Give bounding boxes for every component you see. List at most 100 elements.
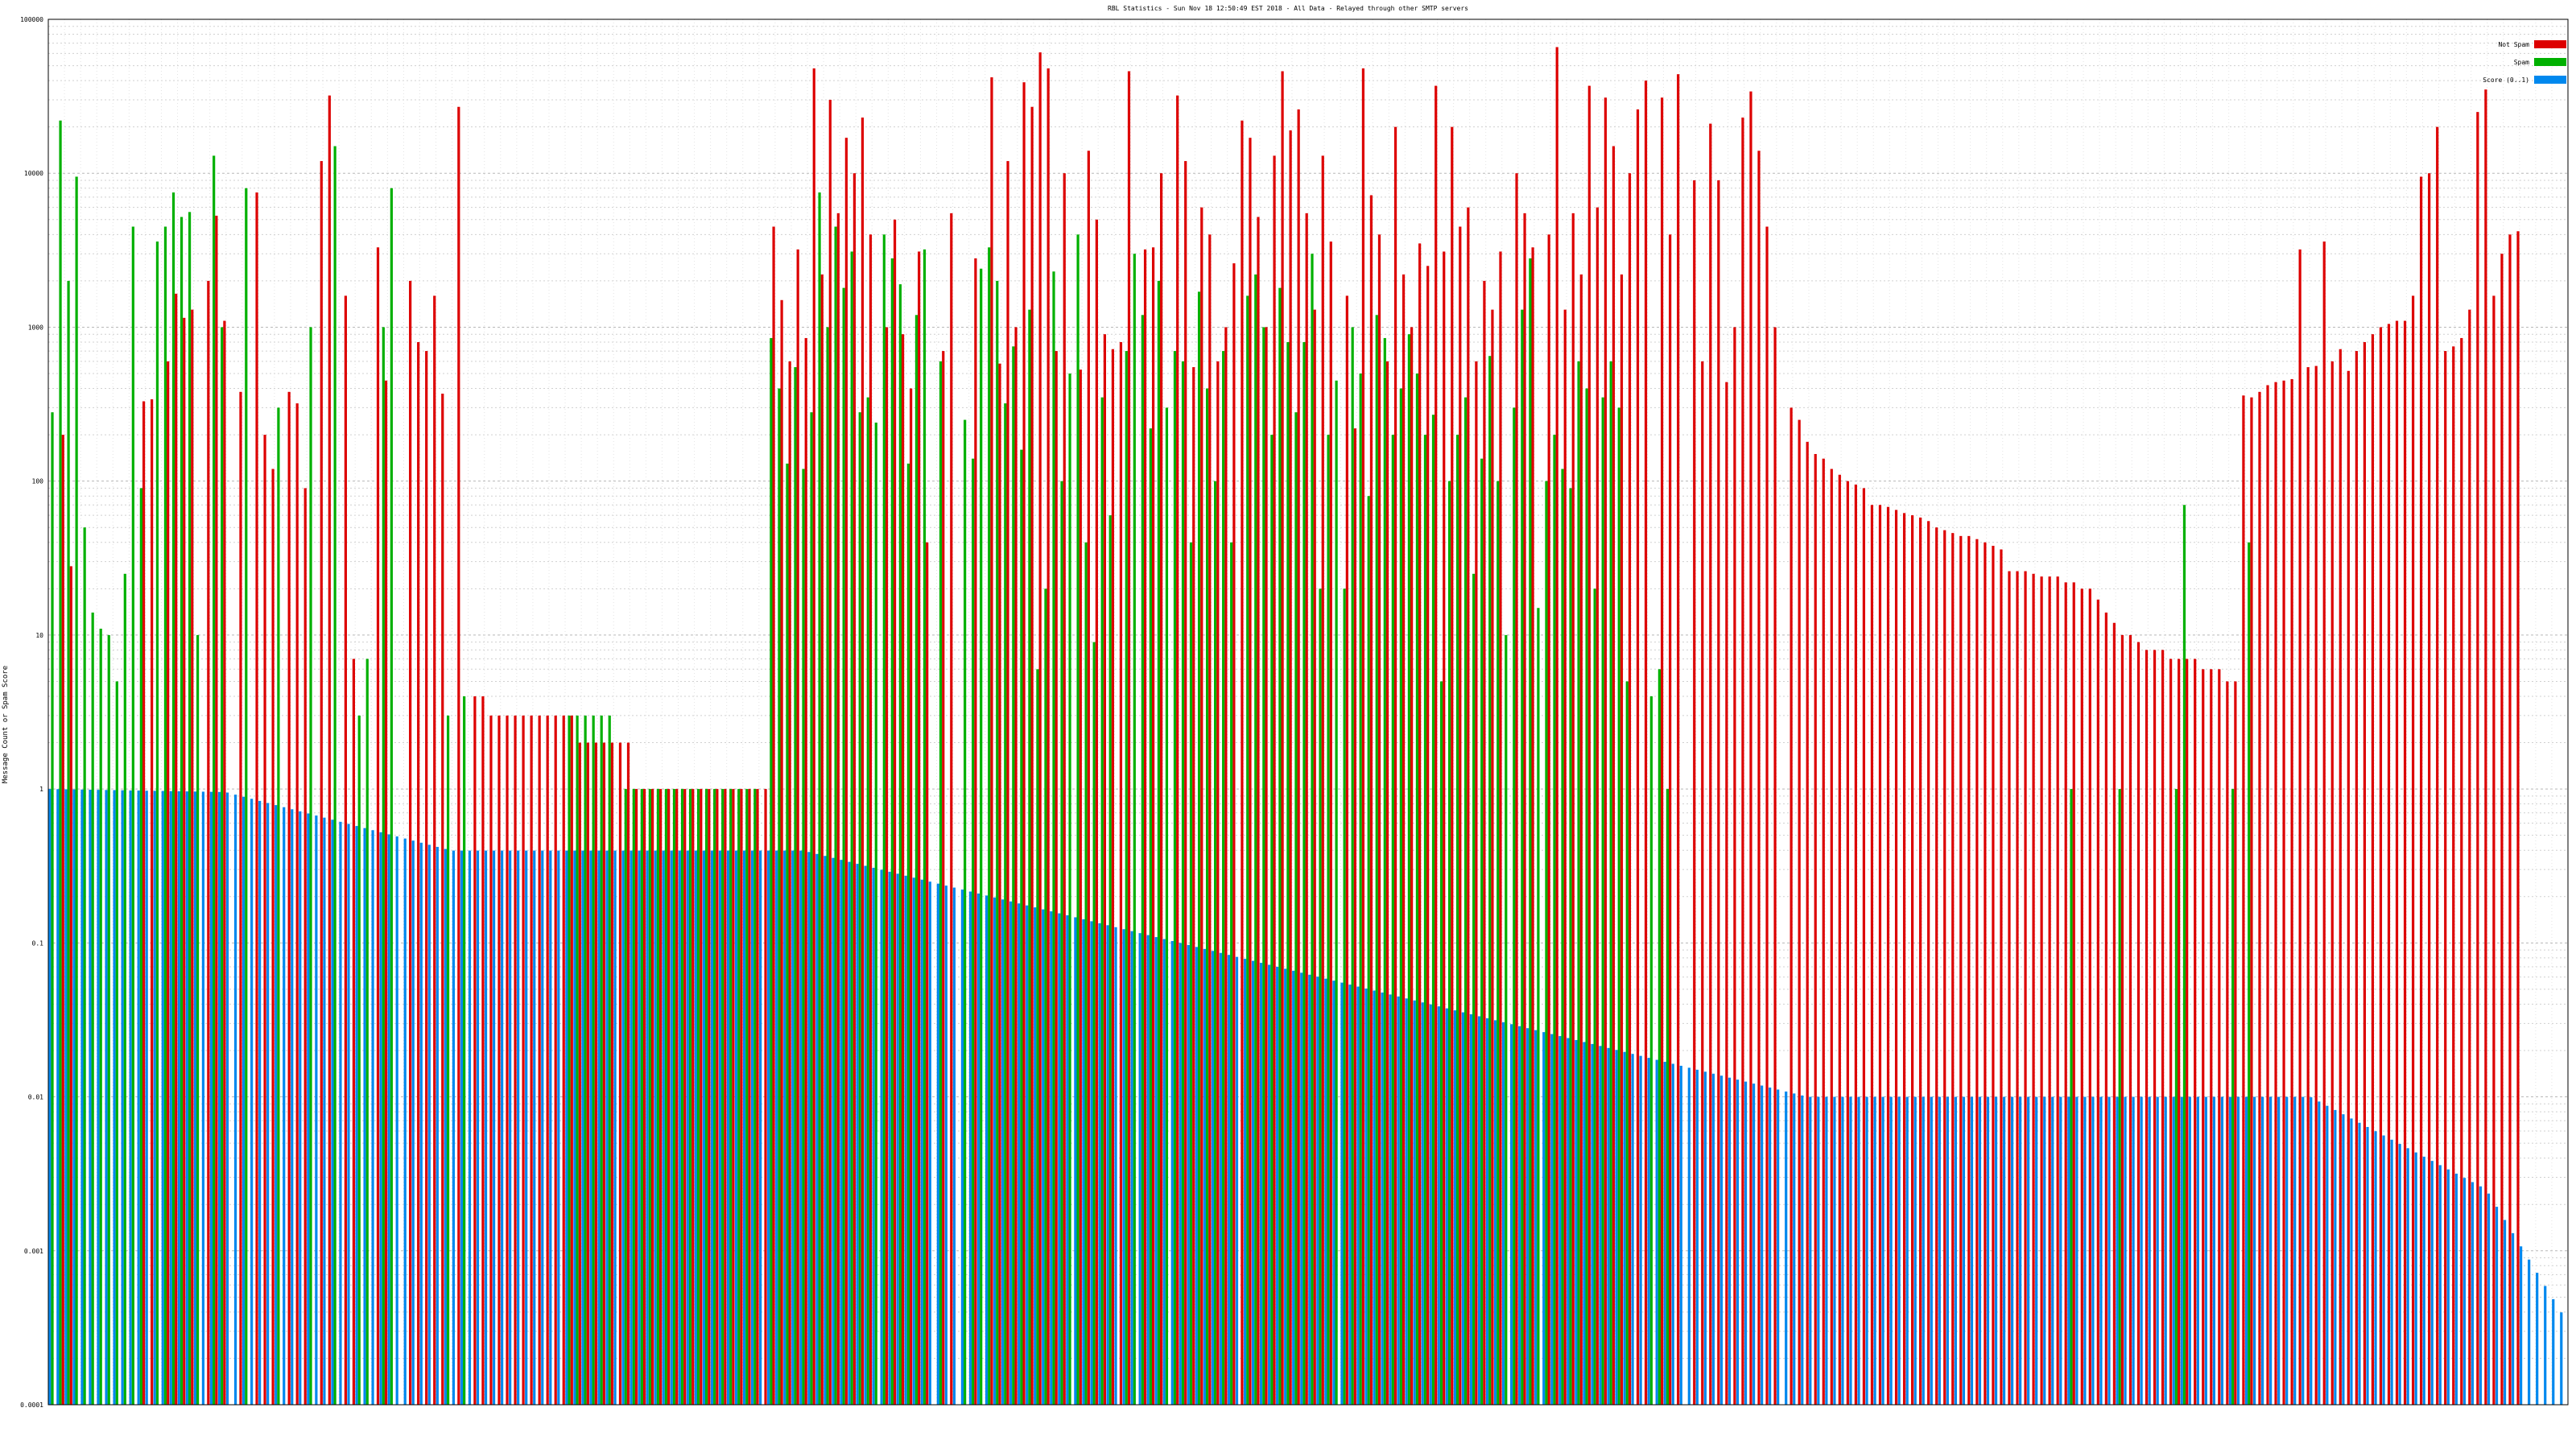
score-bar: [1873, 1096, 1876, 1405]
not-spam-bar: [1862, 488, 1866, 1405]
not-spam-bar: [1475, 361, 1478, 1406]
legend-label-score: Score (0..1): [2483, 76, 2529, 84]
spam-bar: [1270, 435, 1274, 1405]
score-bar: [177, 791, 180, 1405]
score-bar: [2244, 1096, 2248, 1405]
spam-bar: [1455, 435, 1459, 1405]
not-spam-bar: [2145, 650, 2149, 1405]
spam-bar: [1173, 351, 1177, 1405]
not-spam-bar: [2088, 588, 2091, 1405]
spam-bar: [1149, 428, 1152, 1405]
spam-bar: [672, 789, 676, 1405]
spam-bar: [2070, 789, 2073, 1405]
not-spam-bar: [1232, 263, 1236, 1406]
legend: Not Spam Spam Score (0..1): [2478, 35, 2566, 89]
score-bar: [2277, 1096, 2281, 1405]
spam-bar: [1181, 361, 1185, 1406]
not-spam-bar: [223, 320, 226, 1405]
score-bar: [848, 861, 851, 1405]
score-bar: [323, 817, 326, 1405]
score-bar: [621, 850, 625, 1405]
score-bar: [678, 850, 681, 1405]
spam-bar: [1133, 254, 1136, 1405]
spam-bar: [882, 234, 886, 1406]
score-bar: [1235, 956, 1239, 1405]
not-spam-bar: [2136, 642, 2140, 1405]
score-bar: [1986, 1096, 1990, 1405]
score-bar: [1122, 929, 1125, 1405]
score-bar: [2067, 1096, 2070, 1405]
score-bar: [1138, 933, 1141, 1405]
score-bar: [864, 865, 867, 1405]
score-bar: [1809, 1096, 1812, 1405]
score-bar: [2358, 1122, 2361, 1405]
spam-bar: [1367, 496, 1370, 1405]
not-spam-bar: [1353, 428, 1356, 1405]
not-spam-bar: [2250, 397, 2253, 1405]
not-spam-bar: [740, 789, 743, 1405]
spam-bar: [1230, 542, 1233, 1405]
score-bar: [1841, 1096, 1844, 1405]
score-bar: [1994, 1096, 1998, 1405]
not-spam-bar: [1216, 361, 1220, 1406]
not-spam-bar: [2234, 681, 2237, 1405]
score-bar: [2010, 1096, 2014, 1405]
not-spam-bar: [1257, 217, 1260, 1405]
score-bar: [815, 853, 819, 1405]
score-bar: [121, 790, 124, 1405]
score-bar: [2252, 1096, 2256, 1405]
not-spam-bar: [1499, 251, 1502, 1406]
score-bar: [2350, 1118, 2353, 1405]
spam-bar: [842, 287, 845, 1406]
not-spam-bar: [1798, 419, 1801, 1405]
score-bar: [1477, 1016, 1481, 1405]
not-spam-bar: [2064, 582, 2067, 1405]
y-tick-label: 1: [39, 786, 43, 793]
spam-bar: [1327, 435, 1330, 1405]
score-bar: [1711, 1073, 1715, 1405]
not-spam-bar: [1022, 82, 1026, 1406]
spam-bar: [745, 789, 749, 1405]
not-spam-bar: [1200, 207, 1203, 1405]
not-spam-bar: [780, 299, 783, 1406]
score-bar: [1018, 903, 1021, 1405]
not-spam-bar: [409, 280, 412, 1405]
spam-bar: [67, 280, 70, 1405]
not-spam-bar: [473, 696, 477, 1405]
spam-bar: [2174, 789, 2178, 1405]
score-bar: [201, 791, 205, 1405]
score-bar: [2285, 1096, 2289, 1405]
not-spam-bar: [1515, 173, 1518, 1406]
score-bar: [1268, 964, 1271, 1405]
not-spam-bar: [828, 99, 832, 1405]
score-bar: [169, 791, 172, 1405]
spam-bar: [680, 789, 684, 1405]
score-bar: [952, 887, 956, 1405]
score-bar: [1501, 1022, 1505, 1405]
not-spam-bar: [990, 77, 993, 1406]
score-bar: [1203, 948, 1206, 1405]
spam-bar: [696, 789, 700, 1405]
score-bar: [1639, 1055, 1642, 1405]
not-spam-bar: [183, 317, 186, 1406]
not-spam-bar: [2290, 378, 2293, 1406]
spam-bar: [1657, 669, 1661, 1405]
score-bar: [1356, 986, 1360, 1405]
spam-bar: [939, 361, 943, 1406]
plot-border: [47, 19, 2569, 1406]
y-tick-label: 100000: [20, 16, 43, 23]
legend-item-not-spam: Not Spam: [2478, 35, 2566, 53]
score-bar: [549, 850, 552, 1405]
not-spam-bar: [554, 715, 557, 1405]
not-spam-bar: [2298, 249, 2301, 1406]
spam-bar: [964, 419, 967, 1405]
score-bar: [2422, 1156, 2425, 1405]
score-bar: [1954, 1096, 1957, 1405]
not-spam-bar: [2428, 173, 2431, 1406]
score-bar: [395, 836, 398, 1405]
not-spam-bar: [191, 309, 194, 1405]
score-bar: [2487, 1193, 2491, 1405]
score-bar: [460, 850, 464, 1405]
score-bar: [1631, 1054, 1634, 1405]
